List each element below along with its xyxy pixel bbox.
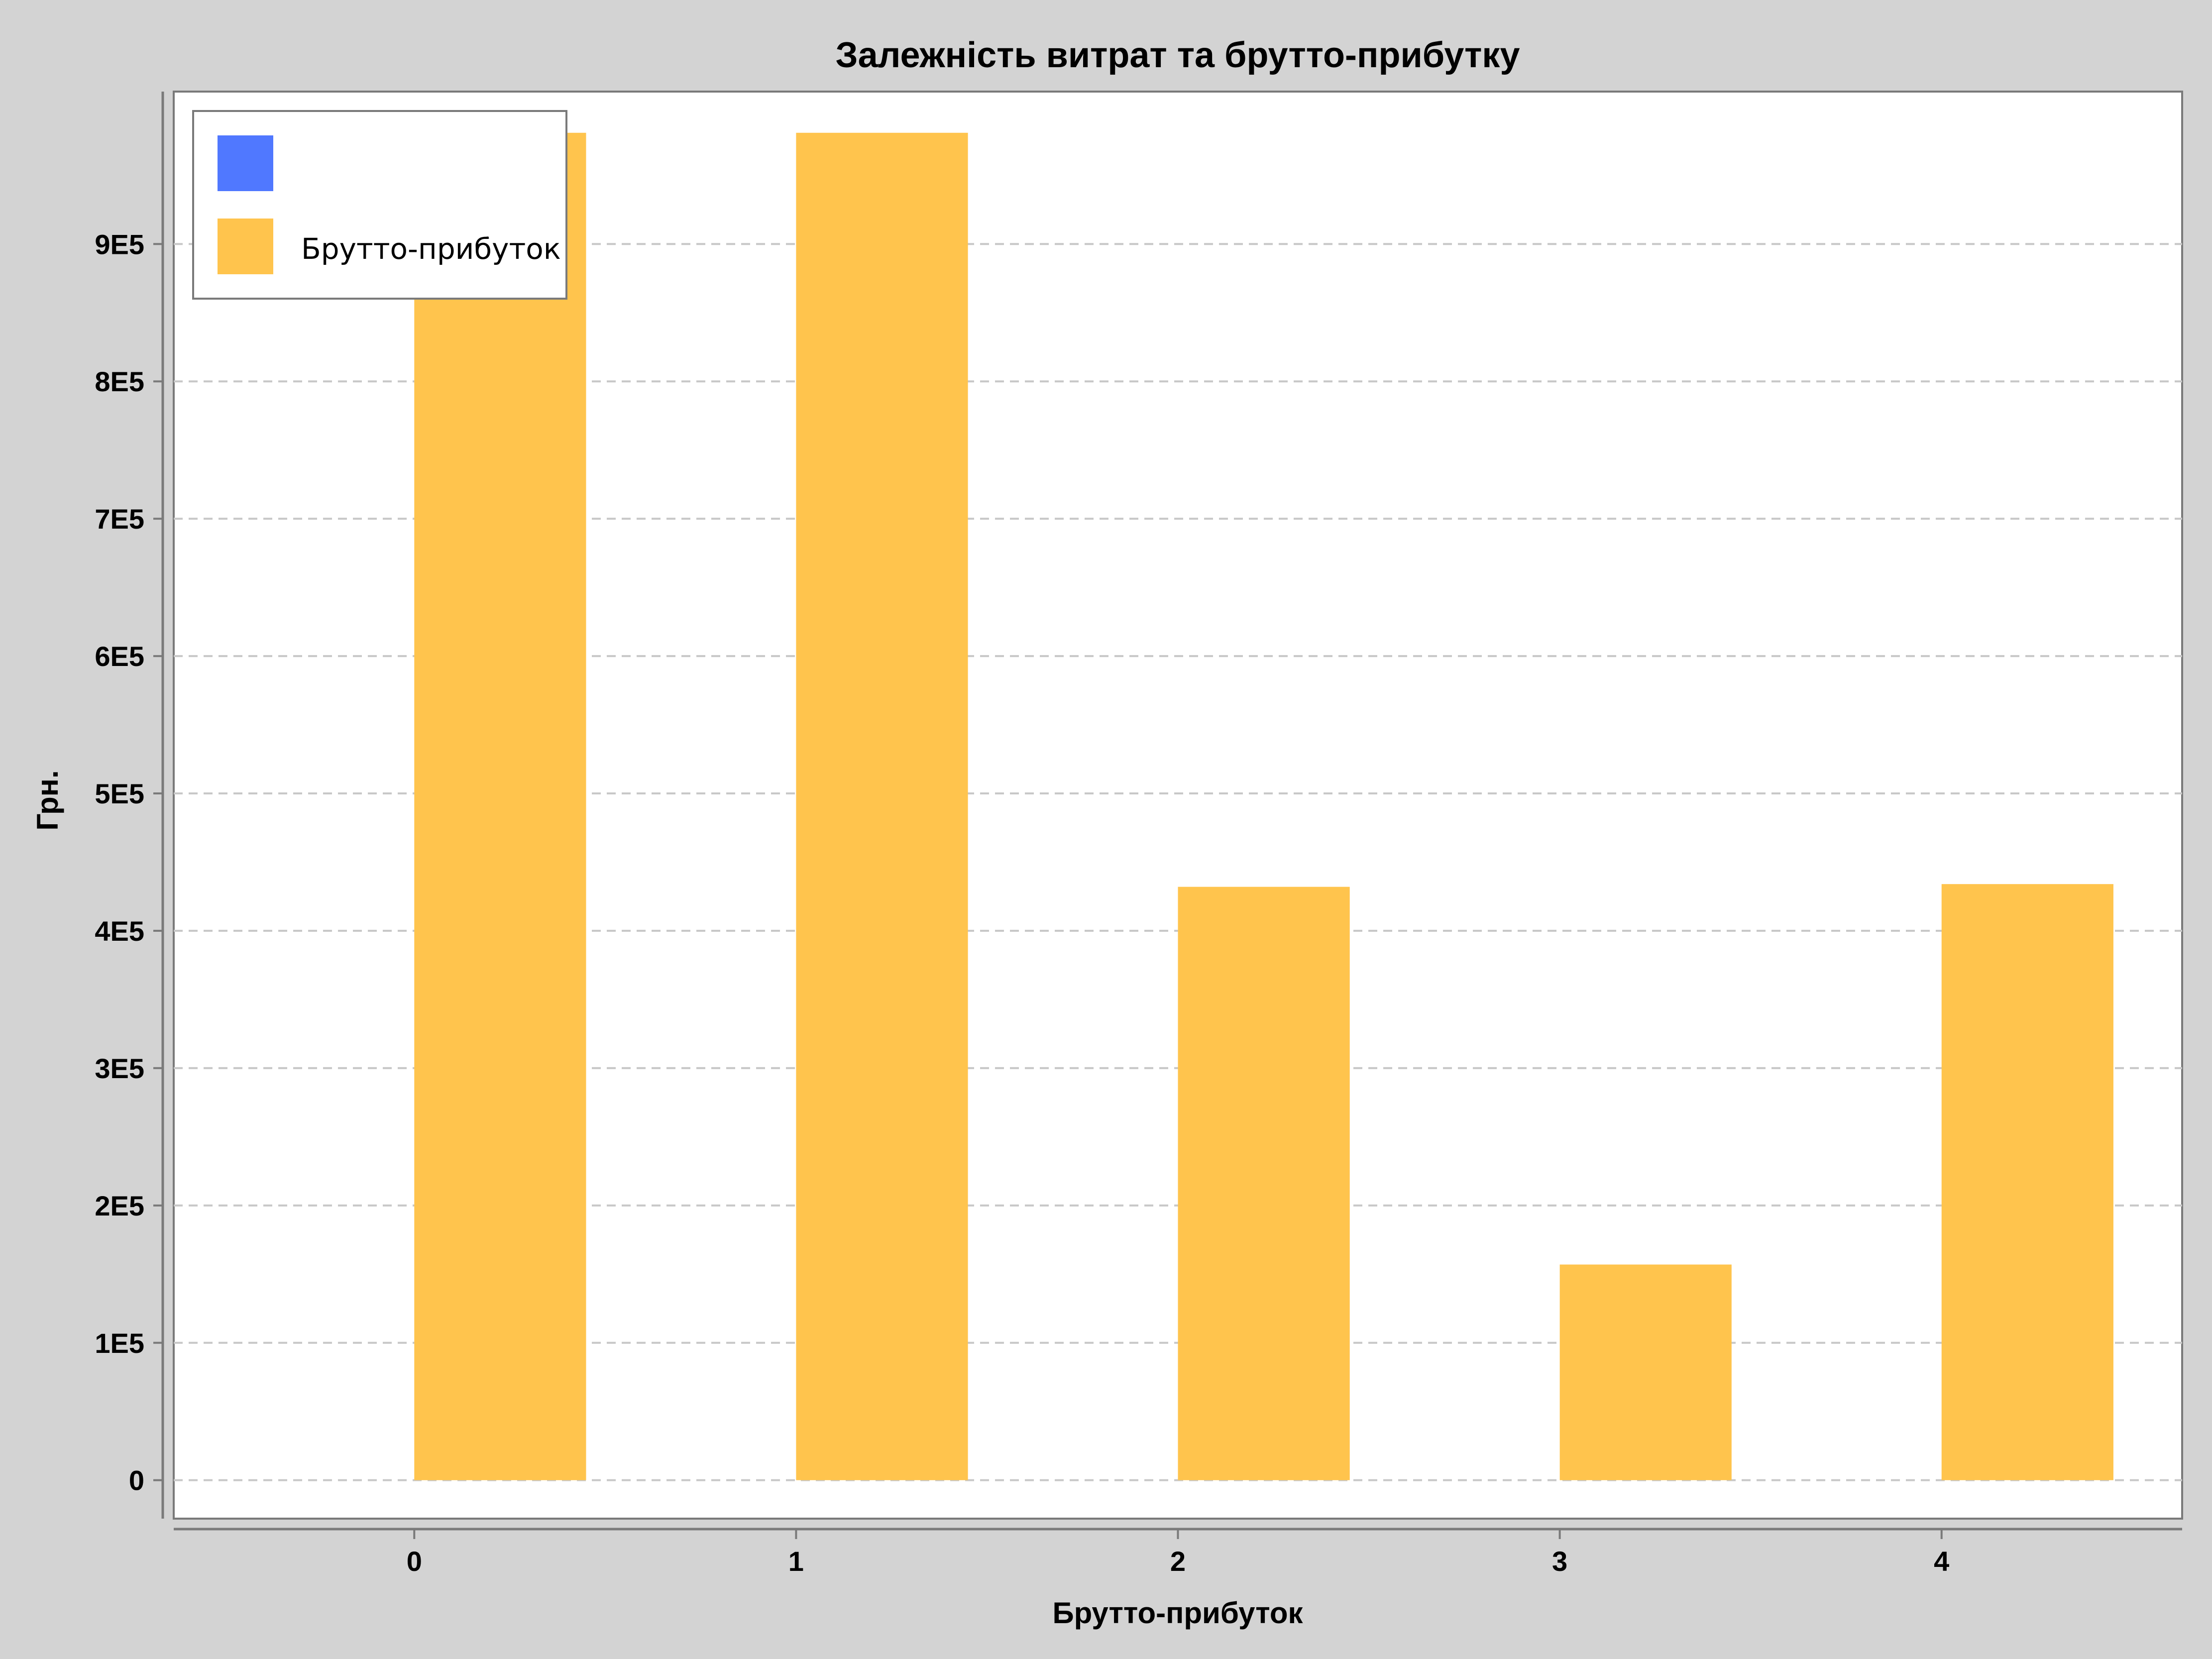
y-tick-label-4: 4E5 xyxy=(95,915,144,947)
y-tick-label-7: 7E5 xyxy=(95,503,144,535)
y-tick-label-9: 9E5 xyxy=(95,228,144,260)
x-tick-label-4: 4 xyxy=(1934,1546,1949,1577)
x-tick-label-2: 2 xyxy=(1170,1546,1186,1577)
y-tick-label-3: 3E5 xyxy=(95,1053,144,1084)
x-axis-label: Брутто-прибуток xyxy=(1052,1596,1303,1630)
bar-1-2 xyxy=(1178,886,1350,1480)
legend-swatch-1 xyxy=(218,219,273,274)
x-tick-label-3: 3 xyxy=(1552,1546,1567,1577)
bar-1-0 xyxy=(414,132,586,1480)
y-tick-label-0: 0 xyxy=(129,1465,144,1496)
legend-swatch-0 xyxy=(218,135,273,191)
x-tick-label-1: 1 xyxy=(788,1546,804,1577)
y-tick-label-1: 1E5 xyxy=(95,1327,144,1359)
y-axis-label: Грн. xyxy=(31,770,64,830)
legend-label-1: Брутто-прибуток xyxy=(301,232,561,266)
y-tick-label-2: 2E5 xyxy=(95,1190,144,1221)
y-tick-label-8: 8E5 xyxy=(95,366,144,397)
legend: Брутто-прибуток xyxy=(192,110,567,300)
bars xyxy=(414,132,2113,1480)
y-axis-ticks: 0 1E5 2E5 3E5 4E5 5E5 6E5 7E5 8E5 9E5 xyxy=(95,228,163,1496)
y-tick-label-6: 6E5 xyxy=(95,641,144,672)
x-tick-label-0: 0 xyxy=(407,1546,422,1577)
bar-1-1 xyxy=(796,132,968,1480)
bar-1-3 xyxy=(1559,1264,1732,1480)
bar-1-4 xyxy=(1941,884,2113,1480)
chart-title: Залежність витрат та брутто-прибутку xyxy=(836,35,1520,75)
y-tick-label-5: 5E5 xyxy=(95,778,144,809)
x-axis-ticks: 0 1 2 3 4 xyxy=(407,1529,1949,1577)
